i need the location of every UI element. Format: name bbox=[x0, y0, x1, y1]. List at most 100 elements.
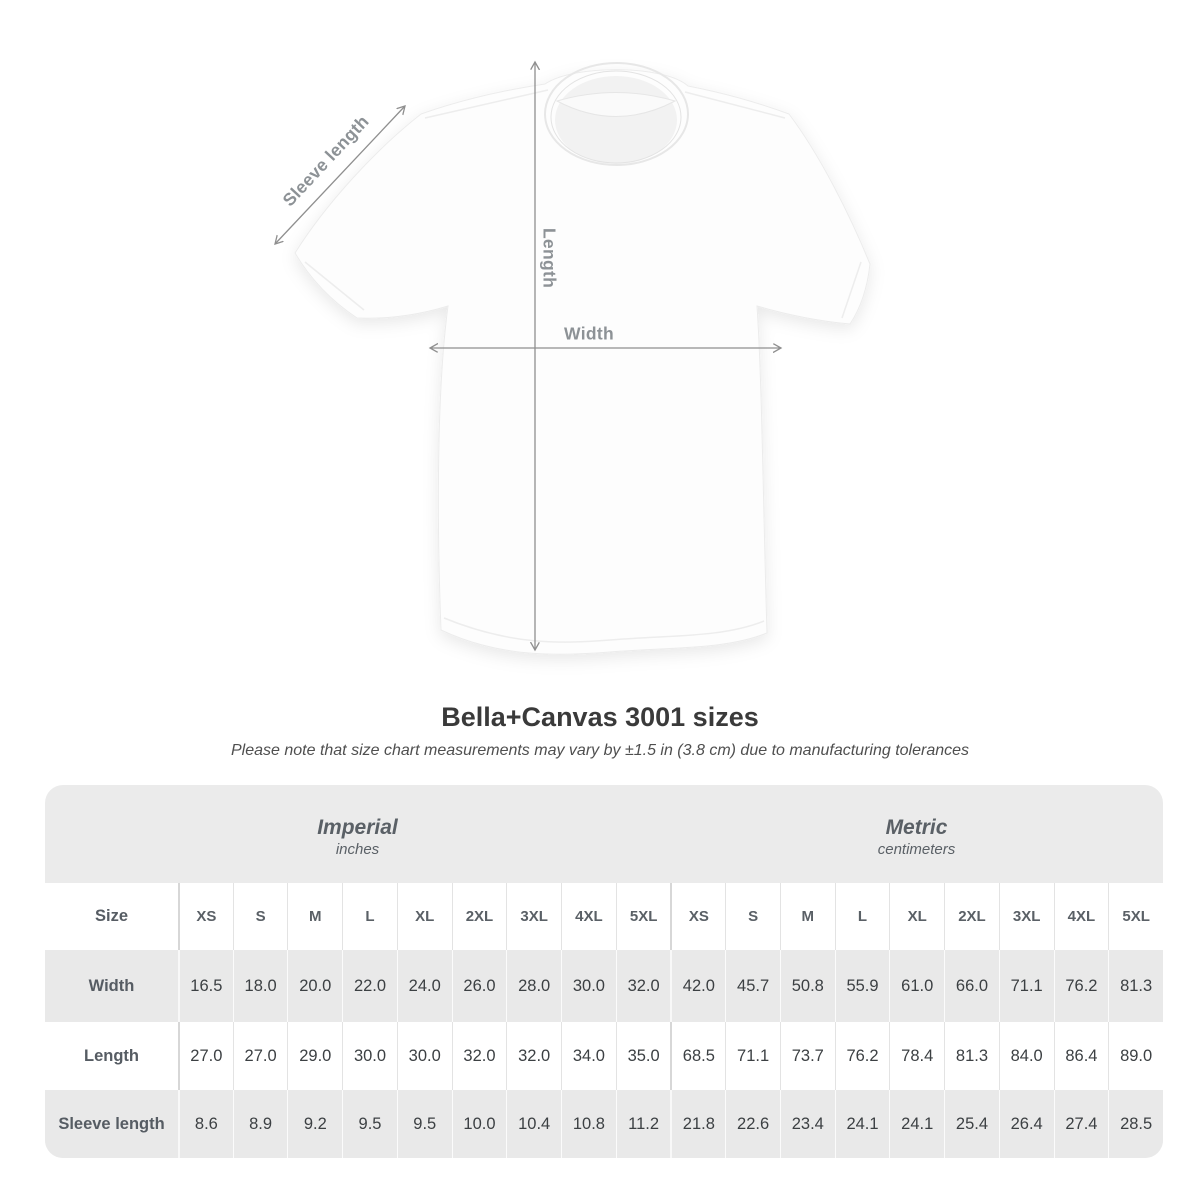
size-header-row: Size XS S M L XL 2XL 3XL 4XL 5XL XS S M … bbox=[45, 883, 1163, 950]
value-cell: 28.0 bbox=[506, 950, 561, 1022]
value-cell: 24.1 bbox=[889, 1090, 944, 1158]
value-cell: 78.4 bbox=[889, 1022, 944, 1090]
size-col-header: XL bbox=[396, 883, 452, 950]
size-col-header: L bbox=[834, 883, 890, 950]
value-cell: 61.0 bbox=[889, 950, 944, 1022]
size-col-header: 4XL bbox=[561, 883, 616, 950]
value-cell: 50.8 bbox=[779, 950, 835, 1022]
value-cell: 66.0 bbox=[944, 950, 999, 1022]
row-label: Width bbox=[88, 976, 135, 995]
imperial-unit: inches bbox=[335, 841, 380, 859]
value-cell: 30.0 bbox=[396, 1022, 452, 1090]
table-row-length: Length 27.0 27.0 29.0 30.0 30.0 32.0 32.… bbox=[45, 1022, 1163, 1090]
value-cell: 55.9 bbox=[834, 950, 890, 1022]
value-cell: 34.0 bbox=[561, 1022, 616, 1090]
imperial-title: Imperial bbox=[317, 815, 398, 839]
row-label: Length bbox=[84, 1046, 139, 1065]
value-cell: 89.0 bbox=[1108, 1022, 1163, 1090]
value-cell: 27.0 bbox=[232, 1022, 288, 1090]
value-cell: 29.0 bbox=[287, 1022, 342, 1090]
size-col-header: XL bbox=[889, 883, 944, 950]
size-col-header: 2XL bbox=[944, 883, 999, 950]
value-cell: 8.6 bbox=[178, 1090, 233, 1158]
value-cell: 18.0 bbox=[232, 950, 288, 1022]
value-cell: 45.7 bbox=[725, 950, 780, 1022]
value-cell: 9.5 bbox=[342, 1090, 397, 1158]
value-cell: 27.0 bbox=[178, 1022, 233, 1090]
value-cell: 86.4 bbox=[1053, 1022, 1109, 1090]
size-col-header: XS bbox=[670, 883, 725, 950]
table-row-width: Width 16.5 18.0 20.0 22.0 24.0 26.0 28.0… bbox=[45, 950, 1163, 1022]
size-col-header: S bbox=[725, 883, 780, 950]
imperial-section-header: Imperial inches bbox=[45, 785, 670, 883]
size-col-header: 5XL bbox=[1108, 883, 1163, 950]
value-cell: 76.2 bbox=[834, 1022, 890, 1090]
size-table-card: Imperial inches Metric centimeters Size … bbox=[45, 785, 1163, 1158]
value-cell: 28.5 bbox=[1108, 1090, 1163, 1158]
size-col-header: 4XL bbox=[1053, 883, 1109, 950]
width-label: Width bbox=[564, 323, 614, 344]
metric-unit: centimeters bbox=[877, 841, 956, 859]
metric-title: Metric bbox=[885, 815, 948, 839]
value-cell: 71.1 bbox=[725, 1022, 780, 1090]
value-cell: 32.0 bbox=[615, 950, 671, 1022]
value-cell: 9.5 bbox=[396, 1090, 452, 1158]
value-cell: 26.0 bbox=[451, 950, 507, 1022]
value-cell: 32.0 bbox=[451, 1022, 507, 1090]
value-cell: 27.4 bbox=[1053, 1090, 1109, 1158]
value-cell: 16.5 bbox=[178, 950, 233, 1022]
value-cell: 24.1 bbox=[834, 1090, 890, 1158]
size-header-cell: Size bbox=[94, 907, 129, 925]
length-label: Length bbox=[539, 227, 560, 289]
value-cell: 68.5 bbox=[670, 1022, 725, 1090]
size-col-header: S bbox=[232, 883, 288, 950]
value-cell: 30.0 bbox=[561, 950, 616, 1022]
value-cell: 42.0 bbox=[670, 950, 725, 1022]
size-col-header: 5XL bbox=[615, 883, 671, 950]
value-cell: 8.9 bbox=[232, 1090, 288, 1158]
value-cell: 76.2 bbox=[1053, 950, 1109, 1022]
value-cell: 30.0 bbox=[342, 1022, 397, 1090]
value-cell: 71.1 bbox=[998, 950, 1054, 1022]
value-cell: 11.2 bbox=[615, 1090, 671, 1158]
value-cell: 35.0 bbox=[615, 1022, 671, 1090]
measurement-arrows bbox=[275, 62, 781, 650]
row-label: Sleeve length bbox=[58, 1114, 165, 1133]
metric-section-header: Metric centimeters bbox=[670, 785, 1163, 883]
page-title: Bella+Canvas 3001 sizes bbox=[441, 702, 759, 732]
tshirt-body bbox=[294, 69, 871, 655]
tshirt-measurement-diagram: Sleeve length Length Width bbox=[0, 0, 871, 655]
value-cell: 22.6 bbox=[725, 1090, 780, 1158]
value-cell: 22.0 bbox=[342, 950, 397, 1022]
value-cell: 9.2 bbox=[287, 1090, 342, 1158]
size-col-header: L bbox=[342, 883, 397, 950]
value-cell: 20.0 bbox=[287, 950, 342, 1022]
size-col-header: M bbox=[779, 883, 835, 950]
tshirt-seams bbox=[304, 89, 862, 643]
value-cell: 25.4 bbox=[944, 1090, 999, 1158]
unit-system-header: Imperial inches Metric centimeters bbox=[45, 785, 1163, 883]
table-row-sleeve-length: Sleeve length 8.6 8.9 9.2 9.5 9.5 10.0 1… bbox=[45, 1090, 1163, 1158]
value-cell: 32.0 bbox=[506, 1022, 561, 1090]
value-cell: 81.3 bbox=[944, 1022, 999, 1090]
value-cell: 24.0 bbox=[396, 950, 452, 1022]
size-col-header: M bbox=[287, 883, 342, 950]
size-col-header: 3XL bbox=[998, 883, 1054, 950]
value-cell: 81.3 bbox=[1108, 950, 1163, 1022]
value-cell: 84.0 bbox=[998, 1022, 1054, 1090]
tolerance-note: Please note that size chart measurements… bbox=[230, 742, 970, 759]
value-cell: 73.7 bbox=[779, 1022, 835, 1090]
value-cell: 21.8 bbox=[670, 1090, 725, 1158]
value-cell: 23.4 bbox=[779, 1090, 835, 1158]
size-col-header: 3XL bbox=[506, 883, 561, 950]
tshirt-illustration bbox=[0, 0, 871, 655]
size-col-header: XS bbox=[178, 883, 233, 950]
value-cell: 10.4 bbox=[506, 1090, 561, 1158]
size-col-header: 2XL bbox=[451, 883, 507, 950]
value-cell: 10.0 bbox=[451, 1090, 507, 1158]
value-cell: 10.8 bbox=[561, 1090, 616, 1158]
value-cell: 26.4 bbox=[998, 1090, 1054, 1158]
sleeve-length-arrow bbox=[275, 106, 405, 244]
tshirt-collar bbox=[544, 62, 689, 166]
